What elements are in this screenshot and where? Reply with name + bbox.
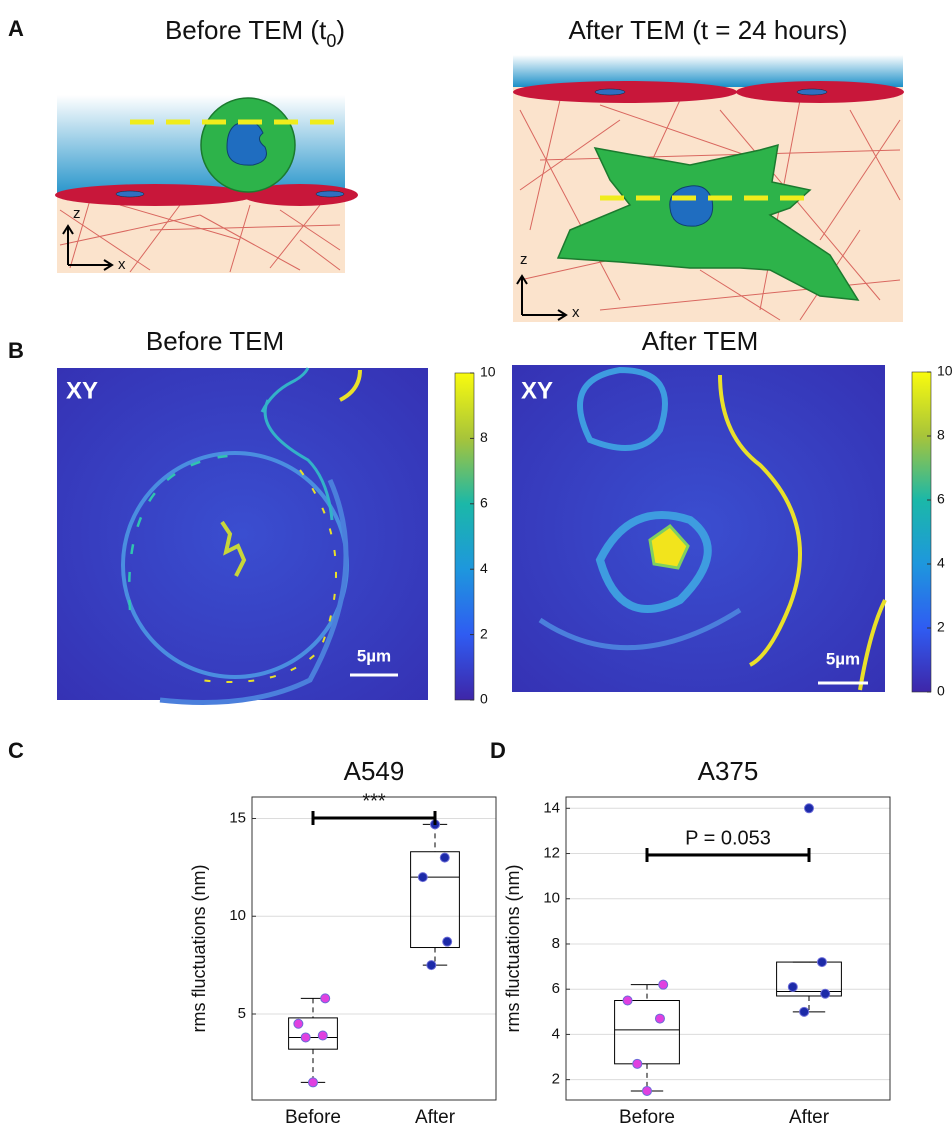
data-point bbox=[632, 1058, 643, 1069]
data-point bbox=[293, 1018, 304, 1029]
chart-title: A549 bbox=[344, 756, 405, 786]
plot-frame bbox=[251, 796, 497, 1101]
data-point bbox=[816, 957, 827, 968]
data-point bbox=[799, 1006, 810, 1017]
colorbar-tick-label: 4 bbox=[480, 560, 488, 576]
map-title: After TEM bbox=[642, 326, 759, 356]
data-point bbox=[317, 1030, 328, 1041]
y-tick-label: 10 bbox=[229, 907, 246, 924]
data-point bbox=[654, 1013, 665, 1024]
significance-label: P = 0.053 bbox=[685, 827, 771, 849]
colorbar-tick-label: 8 bbox=[937, 427, 945, 443]
box bbox=[614, 1000, 680, 1065]
box bbox=[288, 1017, 338, 1050]
y-tick-label: 10 bbox=[543, 890, 560, 907]
y-tick-label: 4 bbox=[552, 1025, 560, 1042]
y-axis-label: rms fluctuations (nm) bbox=[189, 864, 209, 1032]
colorbar-tick-label: 0 bbox=[937, 683, 945, 699]
data-point bbox=[658, 979, 669, 990]
panel-label: A bbox=[8, 16, 24, 41]
colorbar-tick-label: 10 bbox=[480, 364, 496, 380]
plot-frame bbox=[565, 796, 891, 1101]
data-point bbox=[787, 981, 798, 992]
map-label: XY bbox=[521, 377, 553, 404]
colorbar-tick-label: 8 bbox=[480, 429, 488, 445]
y-axis-label: rms fluctuations (nm) bbox=[503, 864, 523, 1032]
colorbar-tick-label: 2 bbox=[937, 619, 945, 635]
axis-label: x bbox=[572, 304, 580, 321]
panel-label: D bbox=[490, 738, 506, 763]
diagram-after: After TEM (t = 24 hours) z x bbox=[513, 15, 904, 322]
data-point bbox=[308, 1077, 318, 1088]
box bbox=[410, 851, 460, 949]
axis-label: z bbox=[73, 205, 81, 222]
colorbar-tick-label: 4 bbox=[937, 555, 945, 571]
colorbar bbox=[911, 371, 932, 693]
y-tick-label: 2 bbox=[552, 1071, 560, 1088]
panel-label: B bbox=[8, 338, 24, 363]
data-point bbox=[622, 995, 633, 1006]
y-tick-label: 14 bbox=[543, 799, 560, 816]
data-point bbox=[442, 936, 453, 947]
x-tick-label: Before bbox=[619, 1107, 675, 1128]
map-before: Before TEM XY 5µm bbox=[57, 326, 428, 705]
colorbar-tick-label: 10 bbox=[937, 363, 952, 379]
diagram-before: Before TEM (t0) z x bbox=[55, 15, 358, 273]
axis-label: x bbox=[118, 256, 126, 273]
data-point bbox=[439, 852, 450, 863]
significance-bracket bbox=[645, 848, 811, 862]
data-point bbox=[820, 988, 831, 999]
diagram-title: After TEM (t = 24 hours) bbox=[568, 15, 847, 45]
data-point bbox=[300, 1032, 311, 1043]
axis-label: z bbox=[520, 251, 528, 268]
data-point bbox=[320, 993, 331, 1004]
map-label: XY bbox=[66, 377, 98, 404]
scale-bar-label: 5µm bbox=[357, 646, 391, 665]
colorbar bbox=[454, 372, 475, 701]
panel-label: C bbox=[8, 738, 24, 763]
data-point bbox=[804, 803, 814, 814]
charts: A549 rms fluctuations (nm) 5 10 15 Before Afte… bbox=[189, 756, 891, 1128]
colorbar-tick-label: 2 bbox=[480, 625, 488, 641]
map-after: After TEM XY 5µm bbox=[512, 326, 887, 692]
map-title: Before TEM bbox=[146, 326, 284, 356]
y-tick-label: 15 bbox=[229, 809, 246, 826]
box bbox=[776, 961, 842, 997]
y-tick-label: 8 bbox=[552, 935, 560, 952]
scale-bar-label: 5µm bbox=[826, 649, 860, 668]
y-tick-label: 5 bbox=[238, 1005, 246, 1022]
colorbars: 0 2 4 6 8 10 0 2 4 6 8 10 bbox=[454, 363, 952, 707]
chart-title: A375 bbox=[698, 756, 759, 786]
y-tick-label: 6 bbox=[552, 980, 560, 997]
data-point bbox=[417, 872, 428, 883]
colorbar-tick-label: 0 bbox=[480, 691, 488, 707]
significance-bracket bbox=[311, 811, 437, 825]
diagram-title: Before TEM (t0) bbox=[165, 15, 345, 51]
y-tick-label: 12 bbox=[543, 844, 560, 861]
significance-label: *** bbox=[362, 790, 386, 812]
data-point bbox=[642, 1085, 652, 1096]
x-tick-label: After bbox=[415, 1107, 456, 1128]
x-tick-label: Before bbox=[285, 1107, 341, 1128]
x-tick-label: After bbox=[789, 1107, 830, 1128]
colorbar-tick-label: 6 bbox=[937, 491, 945, 507]
data-point bbox=[426, 960, 437, 971]
colorbar-tick-label: 6 bbox=[480, 495, 488, 511]
